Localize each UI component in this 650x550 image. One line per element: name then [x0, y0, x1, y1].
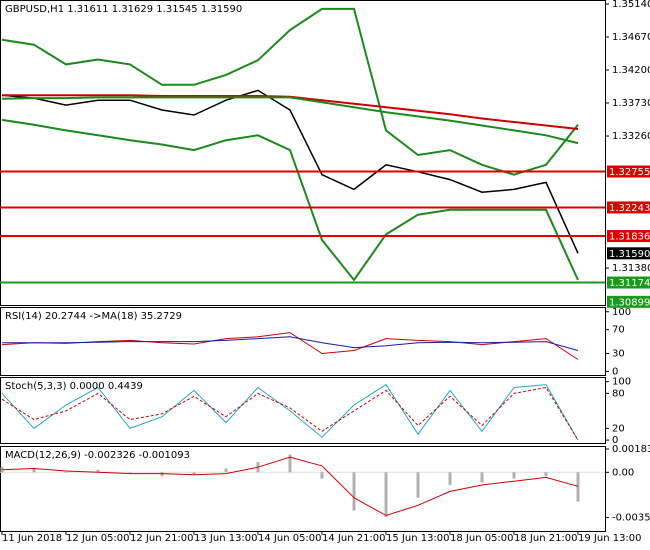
- x-tick-label: 18 Jun 05:00: [450, 533, 514, 544]
- panel-title: MACD(12,26,9) -0.002326 -0.001093: [5, 450, 190, 461]
- y-tick-label: 1.34200: [612, 65, 650, 76]
- histogram-bar: [480, 472, 484, 483]
- histogram-bar: [512, 472, 516, 479]
- panel-title: RSI(14) 20.2744 ->MA(18) 35.2729: [5, 311, 182, 322]
- level-box: [607, 201, 650, 214]
- y-tick-label: 1.35140: [612, 0, 650, 10]
- y-tick-label: 1.33260: [612, 131, 650, 142]
- x-tick-label: 14 Jun 21:00: [322, 533, 386, 544]
- level-box: [607, 276, 650, 289]
- x-tick-label: 11 Jun 2018: [2, 533, 62, 544]
- histogram-bar: [352, 472, 356, 511]
- level-label: 1.31174: [609, 278, 650, 289]
- series-line: [1, 118, 579, 282]
- level-label: 1.30899: [609, 297, 650, 308]
- series-line: [1, 7, 579, 176]
- histogram-bar: [288, 454, 292, 473]
- series-line: [1, 386, 579, 441]
- x-tick-label: 12 Jun 05:00: [66, 533, 130, 544]
- series-line: [2, 94, 579, 130]
- y-tick-label: -0.003563: [612, 513, 650, 524]
- x-tick-label: 18 Jun 21:00: [514, 533, 578, 544]
- series-line: [1, 456, 579, 517]
- panel-frame: [0, 307, 606, 376]
- panel-title: Stoch(5,3,3) 0.0000 0.4439: [5, 381, 143, 392]
- level-box: [607, 247, 650, 260]
- histogram-bar: [192, 472, 196, 475]
- series-line: [1, 332, 579, 360]
- level-label: 1.31836: [609, 232, 650, 243]
- x-tick-label: 19 Jun 13:00: [578, 533, 642, 544]
- histogram-bar: [224, 468, 228, 473]
- y-tick-label: 100: [612, 307, 631, 318]
- y-tick-label: 0.00: [612, 467, 634, 478]
- histogram-bar: [320, 472, 324, 479]
- y-tick-label: 0: [612, 366, 618, 377]
- histogram-bar: [160, 472, 164, 477]
- panel-frame: [0, 446, 606, 532]
- level-label: 1.32755: [609, 167, 650, 178]
- y-tick-label: 80: [612, 388, 625, 399]
- level-box: [607, 295, 650, 308]
- y-tick-label: 0.001832: [612, 444, 650, 455]
- histogram-bar: [448, 472, 452, 486]
- y-tick-label: 0: [612, 435, 618, 446]
- level-box: [607, 165, 650, 178]
- level-label: 1.32243: [609, 203, 650, 214]
- x-tick-label: 15 Jun 13:00: [386, 533, 450, 544]
- series-line: [1, 96, 579, 145]
- x-tick-label: 13 Jun 13:00: [194, 533, 258, 544]
- histogram-bar: [384, 472, 388, 517]
- histogram-bar: [576, 472, 580, 502]
- level-label: 1.31590: [609, 249, 650, 260]
- histogram-bar: [416, 472, 420, 498]
- series-line: [2, 336, 579, 351]
- series-line: [1, 89, 579, 254]
- level-box: [607, 230, 650, 243]
- y-tick-label: 1.31380: [612, 263, 650, 274]
- y-tick-label: 1.33730: [612, 98, 650, 109]
- panel-frame: [0, 377, 606, 444]
- panel-title: GBPUSD,H1 1.31611 1.31629 1.31545 1.3159…: [5, 4, 242, 15]
- histogram-bar: [544, 472, 548, 477]
- series-line: [1, 383, 579, 441]
- histogram-bar: [128, 472, 132, 473]
- y-tick-label: 30: [612, 349, 625, 360]
- y-tick-label: 20: [612, 423, 625, 434]
- y-tick-label: 70: [612, 325, 625, 336]
- histogram-bar: [64, 472, 68, 473]
- panel-frame: [0, 0, 606, 306]
- y-tick-label: 100: [612, 377, 631, 388]
- y-tick-label: 1.34670: [612, 32, 650, 43]
- x-tick-label: 12 Jun 21:00: [130, 533, 194, 544]
- histogram-bar: [96, 469, 100, 473]
- histogram-bar: [32, 468, 36, 473]
- x-tick-label: 14 Jun 05:00: [258, 533, 322, 544]
